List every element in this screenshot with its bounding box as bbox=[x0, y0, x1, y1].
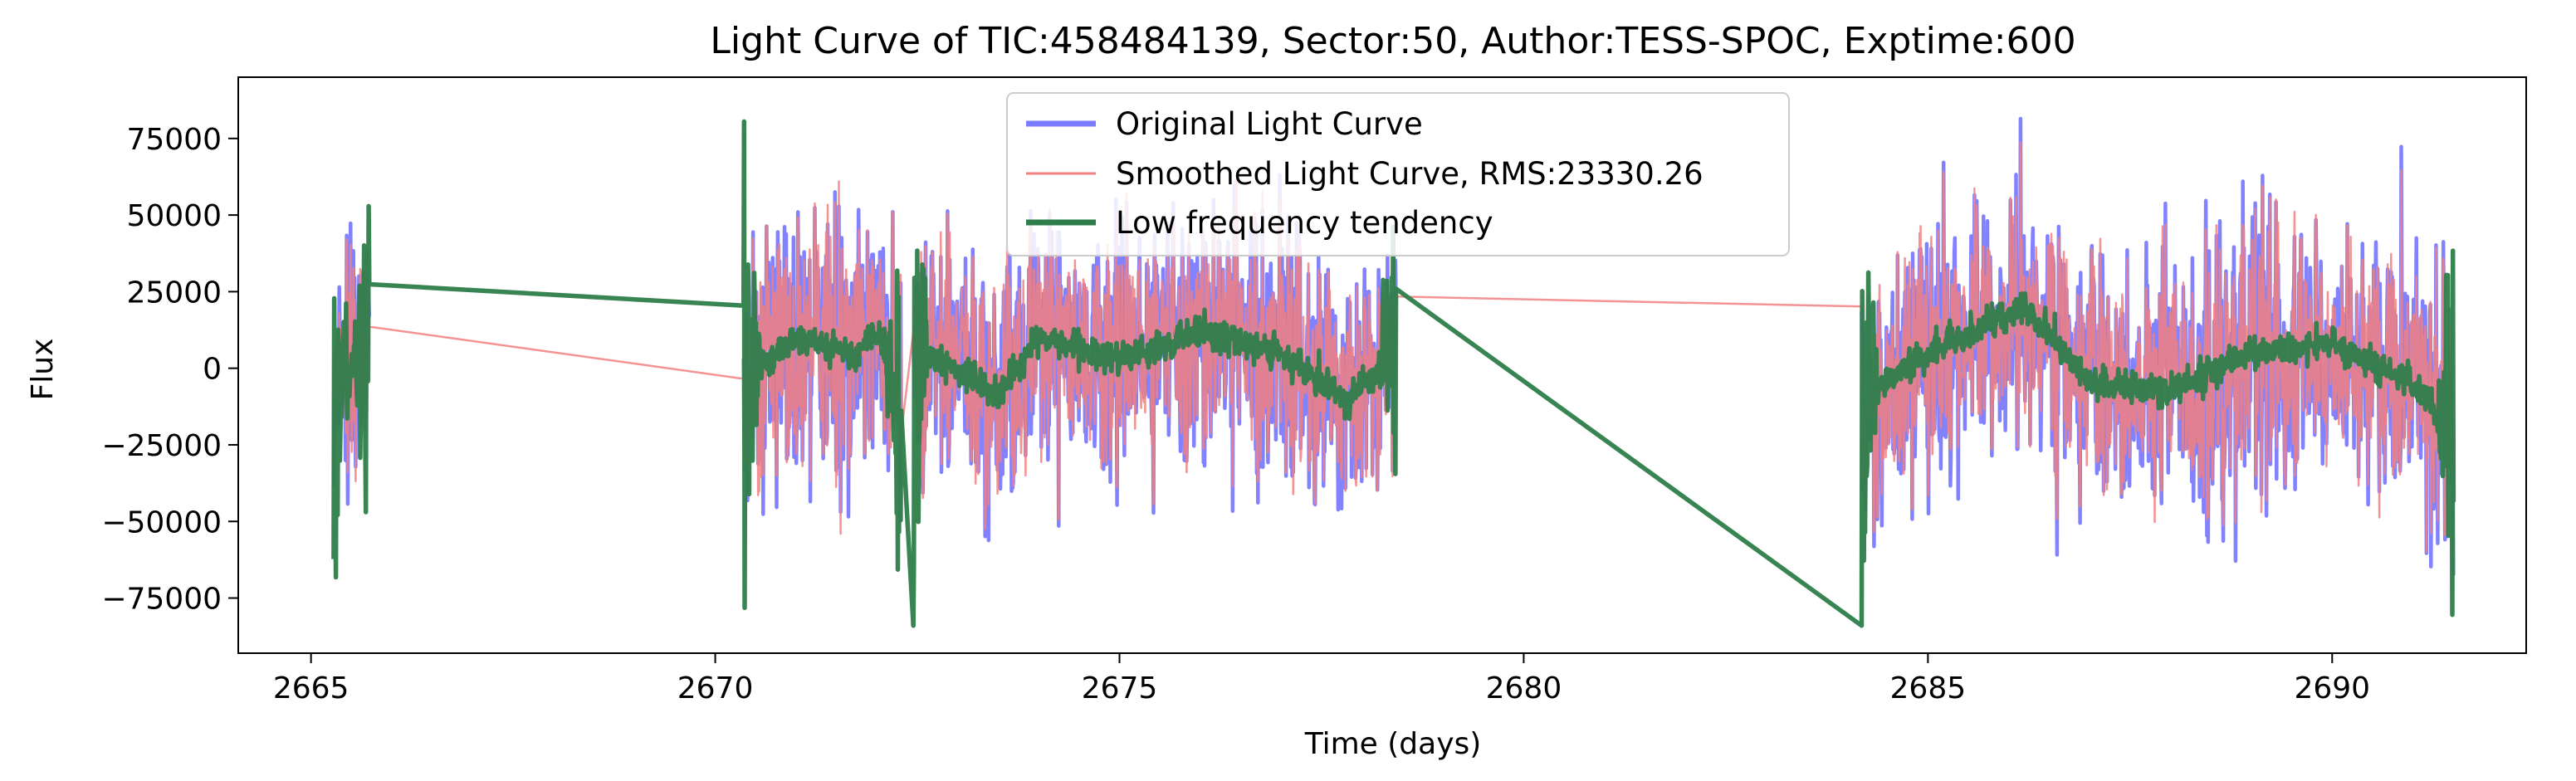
plot-frame bbox=[237, 76, 2527, 654]
legend: Original Light Curve Smoothed Light Curv… bbox=[1006, 92, 1790, 256]
y-tick-label: 50000 bbox=[126, 199, 222, 233]
legend-label-original: Original Light Curve bbox=[1116, 106, 1423, 142]
y-tick-label: 75000 bbox=[126, 123, 222, 157]
y-tick-label: −50000 bbox=[101, 505, 222, 539]
series-low-frequency bbox=[331, 119, 2456, 628]
x-axis: 2665 2670 2675 2680 2685 2690 bbox=[273, 653, 2370, 705]
y-tick-label: 25000 bbox=[126, 276, 222, 310]
x-tick-label: 2680 bbox=[1486, 671, 1562, 705]
y-axis-label: Flux bbox=[26, 339, 60, 401]
legend-box bbox=[1006, 92, 1790, 256]
x-tick-label: 2665 bbox=[273, 671, 349, 705]
x-axis-label: Time (days) bbox=[1304, 727, 1482, 761]
legend-label-smoothed: Smoothed Light Curve, RMS:23330.26 bbox=[1116, 156, 1703, 192]
x-tick-label: 2685 bbox=[1890, 671, 1967, 705]
x-tick-label: 2675 bbox=[1082, 671, 1158, 705]
x-tick-label: 2670 bbox=[677, 671, 754, 705]
y-tick-label: −75000 bbox=[101, 583, 222, 617]
y-tick-label: 0 bbox=[203, 353, 222, 387]
chart-title: Light Curve of TIC:458484139, Sector:50,… bbox=[710, 20, 2075, 62]
legend-label-low-frequency: Low frequency tendency bbox=[1116, 205, 1493, 241]
x-tick-label: 2690 bbox=[2294, 671, 2370, 705]
y-tick-label: −25000 bbox=[101, 429, 222, 463]
y-axis: −75000 −50000 −25000 0 25000 50000 75000 bbox=[101, 123, 238, 617]
